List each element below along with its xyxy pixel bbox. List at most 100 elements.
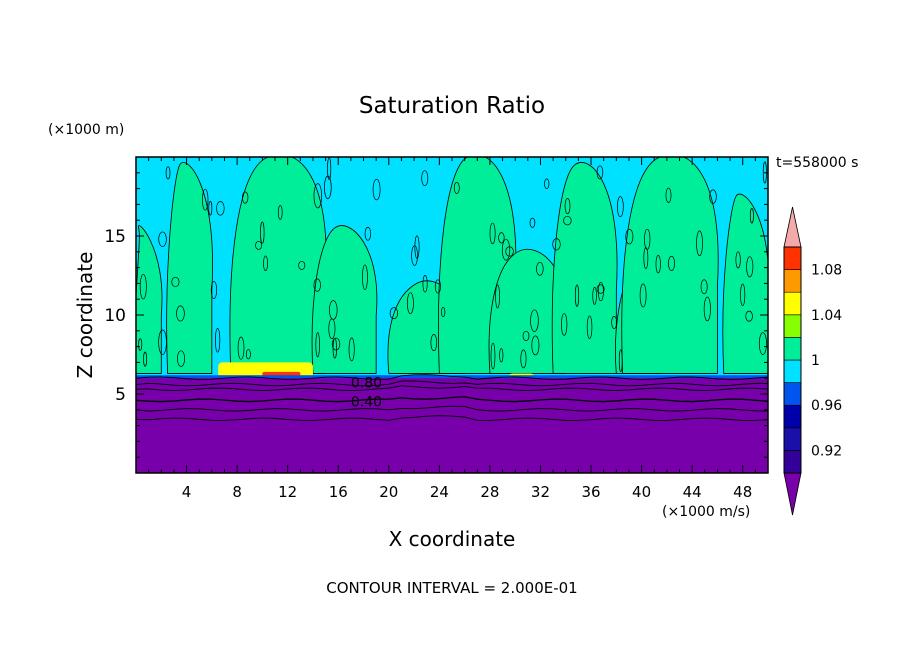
contour-cell bbox=[700, 279, 708, 295]
contour-cell bbox=[313, 183, 322, 209]
contour-cell bbox=[202, 188, 209, 211]
contour-line bbox=[136, 380, 768, 387]
contour-line bbox=[136, 405, 768, 412]
contour-cell bbox=[552, 238, 561, 251]
contour-cell bbox=[490, 342, 496, 370]
colorbar-segment bbox=[783, 291, 802, 316]
y-unit-label: (×1000 m) bbox=[48, 122, 124, 138]
contour-cell bbox=[372, 178, 381, 201]
contour-cell bbox=[501, 238, 511, 261]
contour-cell bbox=[655, 255, 661, 274]
y-tick-label: 15 bbox=[104, 227, 126, 247]
time-label: t=558000 s bbox=[776, 155, 858, 171]
contour-interval-label: CONTOUR INTERVAL = 2.000E-01 bbox=[326, 579, 577, 597]
contour-cell bbox=[362, 264, 368, 290]
contour-cell bbox=[618, 349, 623, 373]
contour-cell bbox=[421, 170, 429, 187]
colorbar-segment bbox=[783, 359, 802, 383]
contour-cell bbox=[520, 349, 527, 369]
colorbar-segment bbox=[783, 382, 802, 406]
colorbar: 0.92 0.96 1 1.04 1.08 bbox=[783, 206, 842, 516]
contour-cell bbox=[138, 338, 143, 351]
contour-line bbox=[136, 374, 768, 380]
contour-label: 0.40 bbox=[351, 394, 382, 410]
x-axis-label: X coordinate bbox=[389, 527, 516, 551]
contour-cell bbox=[740, 283, 746, 307]
contour-cell bbox=[348, 337, 355, 362]
y-tick-label: 10 bbox=[104, 306, 126, 326]
contour-cell bbox=[597, 281, 604, 302]
contour-cell bbox=[495, 284, 500, 309]
contour-cell bbox=[644, 228, 651, 250]
contour-cell bbox=[210, 281, 218, 299]
contour-cell bbox=[411, 245, 418, 266]
contour-cell bbox=[563, 215, 572, 226]
contour-cell bbox=[529, 217, 536, 228]
contour-cell bbox=[406, 292, 414, 315]
colorbar-frame bbox=[783, 246, 802, 474]
colorbar-tick-label: 0.96 bbox=[811, 398, 842, 414]
x-tick-label: 28 bbox=[480, 483, 499, 501]
contour-cell bbox=[498, 232, 505, 244]
contour-cell bbox=[298, 260, 306, 270]
contour-cell bbox=[158, 329, 167, 355]
contour-cell bbox=[315, 332, 320, 358]
contour-cell bbox=[208, 201, 213, 216]
contour-cell bbox=[260, 221, 265, 244]
contour-cell bbox=[746, 256, 754, 278]
contour-cell bbox=[242, 191, 249, 204]
contour-line bbox=[136, 396, 768, 403]
contour-cell bbox=[625, 228, 634, 245]
contour-cell bbox=[639, 283, 647, 308]
contour-cell bbox=[536, 261, 544, 276]
colorbar-tick-label: 1 bbox=[811, 353, 820, 369]
contour-cell bbox=[364, 226, 372, 241]
contour-cell bbox=[586, 315, 593, 340]
x-tick-label: 36 bbox=[581, 483, 600, 501]
contour-cell bbox=[165, 166, 171, 180]
boundary-band bbox=[136, 375, 768, 380]
contour-cell bbox=[389, 307, 399, 320]
supersaturated-region bbox=[229, 157, 327, 374]
colorbar-segment bbox=[783, 427, 802, 451]
x-tick-label: 44 bbox=[683, 483, 702, 501]
contour-cell bbox=[331, 337, 341, 351]
contour-cell bbox=[668, 255, 675, 271]
contour-cell bbox=[414, 235, 420, 259]
contour-cell bbox=[530, 309, 539, 332]
colorbar-tick-label: 1.08 bbox=[811, 263, 842, 279]
colorbar-segment bbox=[783, 246, 802, 270]
contour-cell bbox=[560, 313, 568, 336]
colorbar-tick-label: 1.04 bbox=[811, 308, 842, 324]
contour-cell bbox=[143, 351, 147, 367]
contour-cell bbox=[237, 336, 245, 360]
x-tick-label: 4 bbox=[182, 483, 192, 501]
colorbar-tick-label: 0.92 bbox=[811, 443, 842, 459]
dry-layer bbox=[136, 378, 768, 473]
contour-cell bbox=[665, 187, 672, 203]
contour-cell bbox=[564, 198, 571, 215]
contour-cell bbox=[332, 338, 337, 359]
contour-cell bbox=[176, 305, 185, 322]
contour-cell bbox=[745, 310, 753, 322]
x-tick-label: 48 bbox=[733, 483, 752, 501]
supersaturated-region bbox=[621, 157, 719, 374]
x-tick-label: 16 bbox=[329, 483, 348, 501]
contour-cell bbox=[758, 332, 767, 355]
supersaturated-region bbox=[551, 162, 618, 374]
supersaturated-region bbox=[136, 225, 163, 374]
contour-cell bbox=[327, 157, 332, 180]
contour-cell bbox=[703, 296, 711, 322]
x-unit-label: (×1000 m/s) bbox=[662, 504, 750, 520]
contour-cell bbox=[422, 275, 428, 293]
x-tick-label: 12 bbox=[278, 483, 297, 501]
colorbar-segment bbox=[783, 314, 802, 338]
contour-cell bbox=[522, 330, 530, 342]
contour-cell bbox=[616, 196, 624, 218]
contour-cell bbox=[177, 350, 186, 367]
contour-cell bbox=[611, 315, 618, 329]
contour-cell bbox=[441, 307, 446, 318]
